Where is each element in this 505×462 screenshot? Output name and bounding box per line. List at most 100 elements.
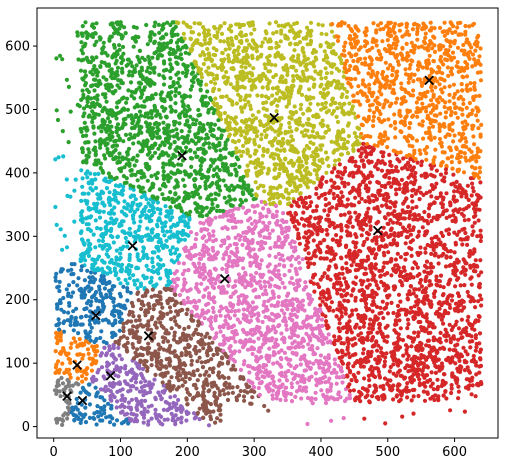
- data-point: [436, 398, 441, 403]
- data-point: [338, 368, 344, 373]
- data-point: [368, 353, 373, 359]
- data-point: [243, 285, 248, 290]
- data-point: [370, 394, 375, 399]
- data-point: [173, 251, 178, 256]
- data-point: [459, 194, 464, 199]
- data-point: [427, 324, 432, 329]
- data-point: [416, 45, 421, 50]
- data-point: [173, 24, 178, 29]
- data-point: [137, 389, 143, 394]
- data-point: [261, 148, 266, 154]
- data-point: [468, 276, 473, 281]
- data-point: [410, 266, 415, 271]
- data-point: [208, 125, 213, 130]
- data-point: [53, 278, 58, 283]
- data-point: [209, 79, 214, 85]
- data-point: [232, 119, 237, 124]
- data-point: [447, 84, 452, 89]
- data-point: [220, 306, 225, 311]
- data-point: [145, 226, 150, 231]
- data-point: [371, 21, 376, 26]
- data-point: [441, 285, 446, 290]
- data-point: [337, 68, 342, 73]
- data-point: [156, 254, 161, 260]
- data-point: [456, 396, 461, 401]
- data-point: [472, 142, 477, 147]
- data-point: [215, 204, 220, 209]
- data-point: [221, 178, 226, 183]
- data-point: [216, 408, 221, 413]
- data-point: [204, 69, 209, 74]
- data-point: [180, 383, 185, 388]
- data-point: [269, 277, 274, 282]
- data-point: [225, 128, 230, 133]
- data-point: [367, 82, 372, 87]
- data-point: [363, 39, 368, 44]
- data-point: [217, 214, 222, 219]
- data-point: [85, 268, 90, 273]
- data-point: [241, 143, 246, 148]
- data-point: [235, 48, 240, 53]
- data-point: [130, 342, 135, 347]
- data-point: [475, 109, 481, 114]
- data-point: [289, 381, 294, 386]
- data-point: [85, 366, 90, 371]
- data-point: [287, 98, 292, 103]
- data-point: [310, 331, 315, 337]
- data-point: [223, 47, 228, 52]
- data-point: [94, 21, 99, 26]
- data-point: [383, 98, 388, 103]
- data-point: [393, 257, 398, 262]
- data-point: [334, 206, 339, 211]
- data-point: [117, 151, 122, 156]
- data-point: [351, 111, 357, 116]
- data-point: [130, 64, 135, 69]
- data-point: [350, 343, 356, 348]
- data-point: [243, 198, 248, 203]
- data-point: [121, 329, 126, 334]
- data-point: [118, 404, 123, 409]
- data-point: [137, 85, 142, 90]
- data-point: [280, 218, 285, 223]
- data-point: [273, 264, 278, 269]
- data-point: [103, 388, 108, 394]
- data-point: [65, 412, 70, 417]
- data-point: [322, 49, 327, 54]
- data-point: [315, 282, 320, 287]
- data-point: [263, 29, 268, 34]
- data-point: [88, 270, 94, 275]
- data-point: [415, 67, 421, 72]
- data-point: [201, 142, 206, 147]
- data-point: [388, 233, 393, 238]
- data-point: [353, 245, 358, 250]
- data-point: [324, 32, 329, 37]
- data-point: [389, 101, 394, 106]
- data-point: [298, 362, 303, 367]
- data-point: [216, 118, 221, 123]
- data-point: [392, 121, 398, 126]
- data-point: [464, 74, 470, 79]
- data-point: [344, 95, 349, 100]
- data-point: [209, 121, 214, 127]
- data-point: [98, 335, 103, 341]
- data-point: [292, 48, 297, 53]
- data-point: [462, 218, 467, 223]
- data-point: [430, 265, 436, 270]
- data-point: [306, 342, 311, 347]
- data-point: [92, 64, 97, 69]
- data-point: [367, 383, 372, 389]
- data-point: [428, 120, 433, 126]
- data-point: [409, 40, 414, 45]
- data-point: [280, 136, 286, 142]
- data-point: [236, 52, 241, 57]
- data-point: [204, 205, 209, 210]
- data-point: [442, 78, 447, 83]
- data-point: [408, 305, 414, 310]
- data-point: [401, 95, 407, 100]
- data-point: [456, 155, 461, 160]
- data-point: [100, 266, 105, 271]
- data-point: [400, 45, 405, 51]
- data-point: [345, 269, 350, 274]
- data-point: [146, 301, 151, 306]
- data-point: [123, 235, 128, 241]
